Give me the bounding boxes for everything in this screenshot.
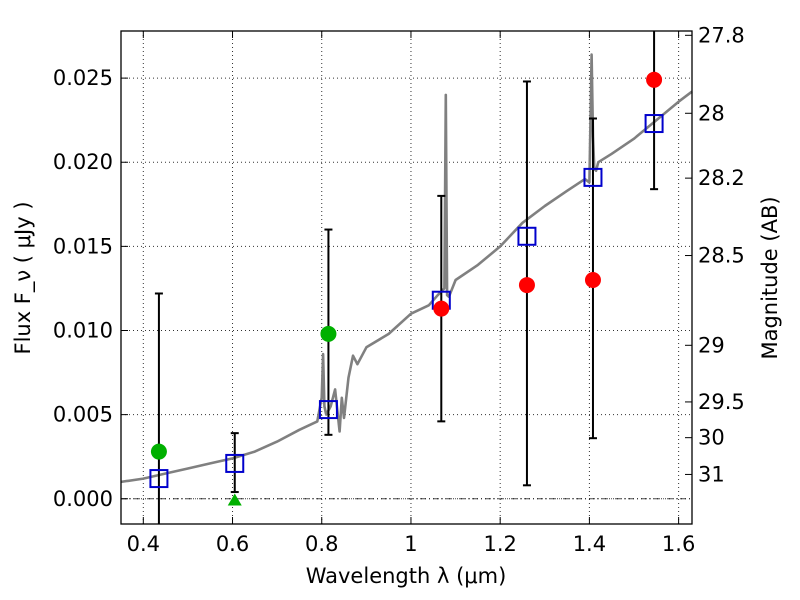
- triangle-marker: [227, 493, 242, 506]
- x-tick-label: 1.4: [573, 532, 606, 556]
- error-bars: [154, 31, 659, 524]
- y-tick-label: 0.025: [53, 66, 113, 90]
- y-tick-label: 0.005: [53, 403, 113, 427]
- y-tick-label: 0.015: [53, 234, 113, 258]
- y-tick-labels: 0.000 0.005 0.010 0.015 0.020 0.025: [53, 66, 113, 511]
- circle-marker: [518, 277, 535, 294]
- y2-tick-labels: 27.8 28 28.2 28.5 29 29.5 30 31: [698, 23, 745, 486]
- x-tick-label: 1.2: [483, 532, 516, 556]
- circle-marker: [150, 443, 167, 460]
- y-axis-label: Flux F_ν ( μJy ): [11, 201, 36, 354]
- y2-tick-label: 29: [698, 333, 725, 357]
- square-marker: [583, 167, 603, 187]
- model-spectrum-line: [120, 53, 693, 484]
- square-marker: [318, 400, 338, 420]
- y2-tick-label: 28.2: [698, 166, 745, 190]
- x-tick-label: 0.6: [216, 532, 249, 556]
- y2-tick-label: 31: [698, 462, 725, 486]
- y2-tick-label: 28: [698, 101, 725, 125]
- model-spectrum: [120, 53, 693, 484]
- grid-lines: [121, 31, 692, 524]
- x-tick-label: 1: [404, 532, 417, 556]
- circle-marker: [433, 300, 450, 317]
- square-marker: [644, 114, 664, 134]
- x-tick-label: 0.4: [127, 532, 160, 556]
- circle-marker: [584, 272, 601, 289]
- circle-marker: [646, 71, 663, 88]
- square-marker: [149, 469, 169, 489]
- axis-ticks: [121, 31, 692, 524]
- y-tick-label: 0.010: [53, 319, 113, 343]
- x-axis-label: Wavelength λ (μm): [306, 564, 507, 588]
- square-marker: [517, 226, 537, 246]
- y2-tick-label: 28.5: [698, 244, 745, 268]
- y2-axis-label: Magnitude (AB): [758, 196, 782, 359]
- y2-tick-label: 27.8: [698, 23, 745, 47]
- plot-frame: [120, 30, 693, 525]
- y2-tick-label: 29.5: [698, 390, 745, 414]
- data-markers: [149, 71, 664, 506]
- y-tick-label: 0.000: [53, 487, 113, 511]
- square-marker: [225, 453, 245, 473]
- circle-marker: [320, 325, 337, 342]
- y-tick-label: 0.020: [53, 150, 113, 174]
- x-tick-label: 1.6: [662, 532, 695, 556]
- y2-tick-label: 30: [698, 426, 725, 450]
- x-tick-label: 0.8: [305, 532, 338, 556]
- x-tick-labels: 0.4 0.6 0.8 1 1.2 1.4 1.6: [127, 532, 696, 556]
